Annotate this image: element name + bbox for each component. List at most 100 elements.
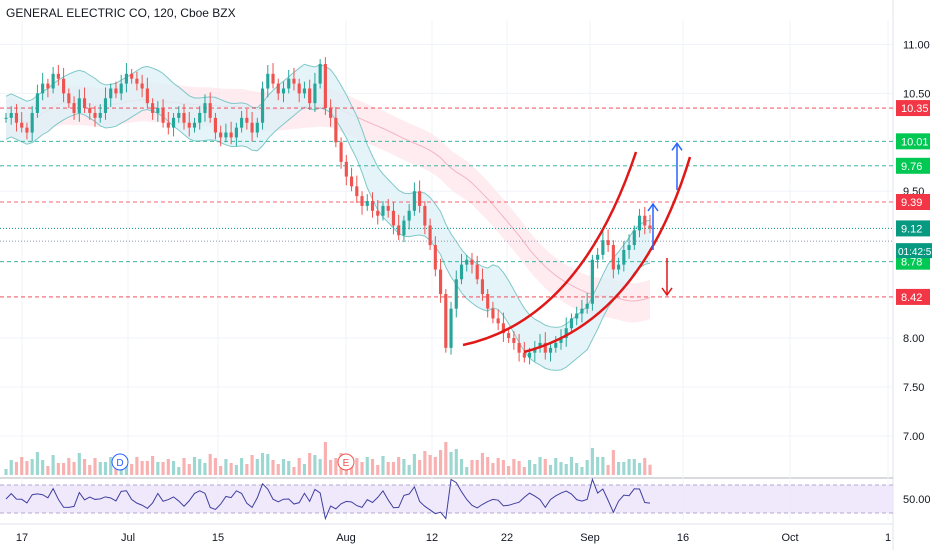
candle-body <box>444 293 448 348</box>
volume-bar <box>575 463 579 475</box>
candle-body <box>349 176 354 187</box>
volume-bar <box>198 459 202 475</box>
volume-bar <box>501 460 505 475</box>
x-tick-label: 15 <box>212 532 224 544</box>
candle-body <box>35 93 39 113</box>
volume-bar <box>93 458 97 475</box>
candle-body <box>428 225 432 246</box>
volume-bar <box>224 459 228 475</box>
volume-bar <box>177 467 181 475</box>
arrow-down-head <box>661 287 673 297</box>
price-level-tag-label: 9.39 <box>901 197 922 209</box>
volume-bar <box>606 465 610 475</box>
price-level-tag <box>896 288 930 305</box>
candle-body <box>161 108 165 123</box>
volume-bar <box>72 462 76 475</box>
y-tick-label: 7.00 <box>903 431 924 443</box>
y-tick-label: 7.50 <box>903 382 924 394</box>
volume-bar <box>135 457 139 475</box>
rsi-band <box>0 485 893 513</box>
volume-bar <box>355 458 359 475</box>
candle-body <box>240 117 244 128</box>
price-level-tag-label: 8.78 <box>901 257 922 269</box>
candle-body <box>564 328 568 339</box>
volume-bar <box>323 442 327 475</box>
volume-bar <box>381 456 385 475</box>
volume-bar <box>444 442 448 475</box>
volume-bar <box>302 464 307 475</box>
volume-bar <box>46 466 50 475</box>
candle-body <box>297 83 301 94</box>
volume-bar <box>538 457 542 475</box>
volume-bar <box>182 458 186 475</box>
volume-bar <box>187 464 191 475</box>
volume-bar <box>229 463 233 475</box>
candle-body <box>412 191 416 211</box>
candle-body <box>14 112 19 123</box>
candle-body <box>590 259 594 304</box>
volume-bar <box>9 460 13 475</box>
volume-bar <box>386 462 390 475</box>
volume-bar <box>166 459 170 475</box>
candle-body <box>643 215 647 226</box>
volume-bar <box>77 453 81 475</box>
candle-body <box>250 122 254 133</box>
x-tick-label: Oct <box>781 532 798 544</box>
candle-body <box>360 196 364 206</box>
x-tick-label: Aug <box>336 532 356 544</box>
y-tick-label: 11.00 <box>903 39 930 51</box>
candle-body <box>93 112 97 118</box>
candle-body <box>234 127 238 138</box>
volume-bar <box>617 462 621 475</box>
volume-bar <box>407 465 411 475</box>
volume-bar <box>30 459 34 475</box>
candle-body <box>292 78 296 84</box>
candle-body <box>470 259 474 265</box>
countdown-tag <box>896 243 932 259</box>
candle-body <box>4 117 8 119</box>
candle-body <box>370 201 375 211</box>
volume-bar <box>349 465 354 475</box>
candle-body <box>187 122 191 128</box>
candle-body <box>648 225 652 229</box>
rsi-axis-label: 50.00 <box>903 494 931 506</box>
candle-body <box>512 338 516 343</box>
candle-body <box>407 210 411 221</box>
candle-body <box>475 264 479 280</box>
volume-bar <box>130 464 134 475</box>
candle-body <box>339 142 343 162</box>
candle-body <box>397 225 401 236</box>
volume-bar <box>171 461 176 475</box>
candle-body <box>402 220 406 236</box>
candle-body <box>245 117 249 123</box>
upper-resistance-curve <box>523 156 692 354</box>
candle-body <box>229 132 233 138</box>
volume-bar <box>140 461 144 475</box>
volume-bar <box>543 459 547 475</box>
candle-body <box>376 210 380 216</box>
volume-bar <box>596 457 600 475</box>
candle-body <box>507 333 511 339</box>
price-level-tag <box>896 157 930 174</box>
candle-body <box>51 73 55 89</box>
candle-body <box>632 230 636 246</box>
volume-bar <box>391 462 396 475</box>
candle-body <box>224 132 228 138</box>
volume-bar <box>219 466 223 475</box>
volume-bar <box>51 455 55 475</box>
current-price-tag <box>896 220 930 237</box>
volume-bar <box>67 458 71 475</box>
volume-bar <box>297 458 301 475</box>
candle-body <box>56 73 60 79</box>
candle-body <box>533 347 537 353</box>
volume-bar <box>590 448 594 475</box>
candle-body <box>109 88 113 99</box>
candle-body <box>119 83 123 94</box>
volume-bar <box>41 460 45 475</box>
volume-bar <box>517 461 521 475</box>
candle-body <box>213 117 218 133</box>
candle-body <box>585 303 589 309</box>
volume-bar <box>475 460 479 475</box>
candle-body <box>596 254 600 260</box>
